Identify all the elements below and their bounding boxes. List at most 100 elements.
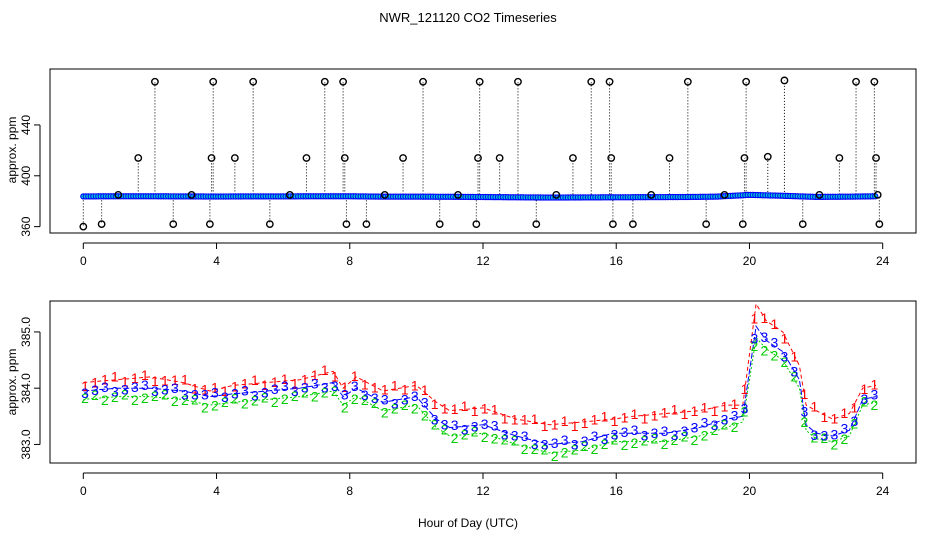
top-x-axis: 0 4 8 12 16 20 24 — [80, 242, 890, 268]
series-3-marker: 3 — [571, 437, 579, 453]
outlier-point — [872, 154, 880, 162]
series-3-marker: 3 — [201, 386, 209, 402]
series-1-marker: 1 — [830, 411, 838, 427]
series-3-marker: 3 — [431, 412, 439, 428]
outlier-point — [435, 220, 444, 229]
outlier-point — [720, 190, 729, 199]
series-1-marker: 1 — [261, 377, 269, 393]
series-1-marker: 1 — [241, 375, 249, 391]
bottom-y-axis: 383.0 384.0 385.0 — [19, 317, 41, 459]
series-1-marker: 1 — [181, 372, 189, 388]
series-2-marker: 2 — [531, 441, 539, 457]
bottom-x-tick-label: 0 — [80, 484, 87, 498]
series-1-marker: 1 — [821, 409, 829, 425]
outlier-point — [79, 222, 88, 231]
series-1-marker: 1 — [351, 368, 359, 384]
series-3-marker: 3 — [621, 424, 629, 440]
outlier-point — [320, 77, 329, 86]
outlier-point — [780, 76, 789, 85]
top-baseline-layer — [79, 76, 884, 231]
series-2-marker: 2 — [451, 430, 459, 446]
series-1-marker: 1 — [481, 400, 489, 416]
outlier-point — [230, 154, 239, 162]
series-1-marker: 1 — [291, 376, 299, 392]
top-y-tick-label: 440 — [19, 115, 33, 135]
series-2-marker: 2 — [830, 436, 838, 452]
series-2-marker: 2 — [371, 395, 379, 411]
series-3-marker: 3 — [631, 422, 639, 438]
series-1-marker: 1 — [541, 418, 549, 434]
series-2-marker: 2 — [261, 389, 269, 405]
series-3-marker: 3 — [491, 417, 499, 433]
series-1-marker: 1 — [801, 386, 809, 402]
outlier-point — [380, 190, 389, 199]
series-1-marker: 1 — [441, 401, 449, 417]
series-2-marker: 2 — [281, 391, 289, 407]
bottom-panel-frame — [49, 300, 917, 464]
series-1-marker: 1 — [561, 413, 569, 429]
outlier-point — [265, 220, 274, 229]
series-1-marker: 1 — [751, 311, 759, 327]
series-1-marker: 1 — [381, 382, 389, 398]
series-2-marker: 2 — [381, 405, 389, 421]
series-3-marker: 3 — [561, 432, 569, 448]
outlier-point — [798, 220, 807, 229]
outlier-point — [207, 154, 216, 162]
series-1-marker: 1 — [591, 412, 599, 428]
series-3-marker: 3 — [171, 380, 179, 396]
series-3-marker: 3 — [251, 387, 259, 403]
series-2-marker: 2 — [151, 388, 159, 404]
series-2-marker: 2 — [221, 394, 229, 410]
series-3-marker: 3 — [151, 383, 159, 399]
series-1-marker: 1 — [91, 375, 99, 391]
outlier-point — [742, 77, 751, 86]
series-3-marker: 3 — [121, 381, 129, 397]
outlier-point — [835, 154, 844, 162]
series-2-marker: 2 — [481, 429, 489, 445]
series-2-marker: 2 — [161, 387, 169, 403]
series-1-marker: 1 — [711, 403, 719, 419]
series-2-marker: 2 — [701, 428, 709, 444]
series-3-marker: 3 — [551, 435, 559, 451]
outlier-point — [738, 220, 747, 229]
series-2-marker: 2 — [581, 438, 589, 454]
series-1-marker: 1 — [271, 374, 279, 390]
figure-title: NWR_121120 CO2 Timeseries — [379, 10, 557, 25]
series-3-marker: 3 — [751, 331, 759, 347]
series-2-marker: 2 — [491, 430, 499, 446]
series-3-marker: 3 — [161, 381, 169, 397]
series-2-marker: 2 — [201, 399, 209, 415]
series-1-marker: 1 — [391, 378, 399, 394]
series-1-marker: 1 — [491, 402, 499, 418]
series-3-marker: 3 — [850, 413, 858, 429]
series-1-marker: 1 — [301, 372, 309, 388]
series-2-marker: 2 — [461, 427, 469, 443]
series-2-marker: 2 — [121, 386, 129, 402]
series-1-marker: 1 — [161, 373, 169, 389]
series-1-marker: 1 — [421, 382, 429, 398]
outlier-point — [362, 220, 371, 229]
outlier-point — [763, 152, 772, 161]
series-2-marker: 2 — [791, 368, 799, 384]
series-2-marker: 2 — [711, 422, 719, 438]
series-3-marker: 3 — [531, 436, 539, 452]
series-3-marker: 3 — [111, 384, 119, 400]
series-1-marker: 1 — [121, 373, 129, 389]
series-2-marker: 2 — [641, 433, 649, 449]
series-1-marker: 1 — [171, 372, 179, 388]
series-2-marker: 2 — [721, 417, 729, 433]
outlier-point — [852, 77, 860, 86]
top-y-tick-label: 400 — [19, 165, 33, 185]
series-2-marker: 2 — [850, 415, 858, 431]
series-2-marker: 2 — [361, 392, 369, 408]
series-1-marker: 1 — [681, 406, 689, 422]
series-1-marker: 1 — [761, 310, 769, 326]
series-3-marker: 3 — [591, 428, 599, 444]
series-2-marker: 2 — [681, 428, 689, 444]
series-3-marker: 3 — [91, 382, 99, 398]
series-1-marker: 1 — [741, 381, 749, 397]
bottom-x-tick-label: 20 — [743, 484, 757, 498]
series-2-marker: 2 — [611, 431, 619, 447]
series-1-marker: 1 — [431, 396, 439, 412]
series-1-marker: 1 — [311, 367, 319, 383]
